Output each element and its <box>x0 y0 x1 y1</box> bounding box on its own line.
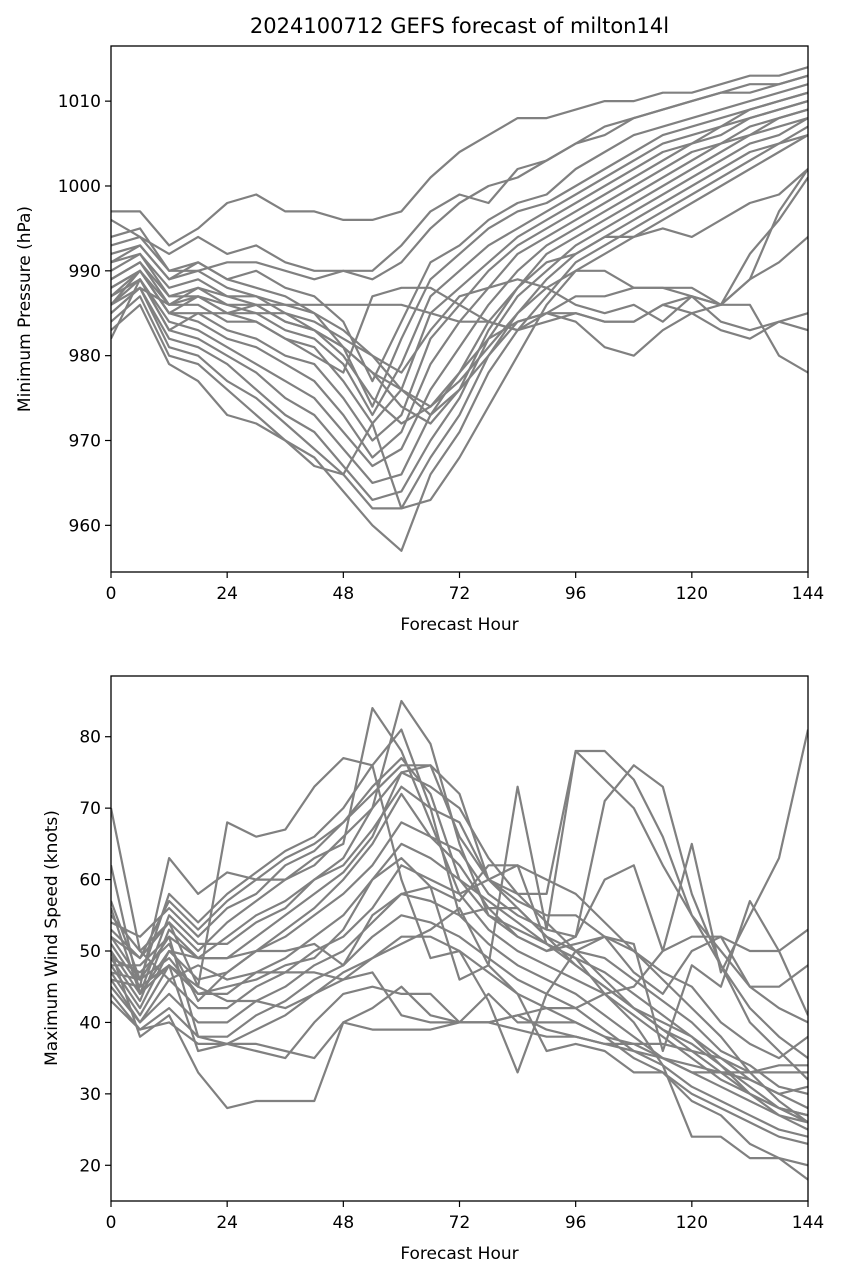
pressure-plot-area <box>111 66 808 552</box>
pressure-member-line-4 <box>111 83 808 383</box>
pressure-member-line-3 <box>111 74 808 281</box>
wind-member-line-22 <box>111 856 808 1181</box>
y-tick-label: 990 <box>69 262 101 282</box>
pressure-member-line-10 <box>111 108 808 468</box>
y-tick-label: 960 <box>69 516 101 536</box>
wind-member-line-19 <box>111 935 808 1096</box>
wind-y-ticks: 20 30 40 50 60 70 80 <box>79 728 111 1176</box>
x-tick-label: 48 <box>333 1213 355 1233</box>
wind-y-axis-label: Maximum Wind Speed (knots) <box>42 810 62 1066</box>
y-tick-label: 40 <box>79 1013 101 1033</box>
x-tick-label: 72 <box>449 584 471 604</box>
y-tick-label: 980 <box>69 347 101 367</box>
x-tick-label: 120 <box>676 584 708 604</box>
pressure-member-line-22 <box>111 168 808 417</box>
pressure-chart: 2024100712 GEFS forecast of milton14l 0 2… <box>15 14 824 635</box>
x-tick-label: 96 <box>565 584 587 604</box>
y-tick-label: 30 <box>79 1085 101 1105</box>
wind-member-line-23 <box>111 906 808 1167</box>
wind-member-line-12 <box>111 764 808 1059</box>
y-tick-label: 50 <box>79 942 101 962</box>
y-tick-label: 970 <box>69 432 101 452</box>
x-tick-label: 0 <box>106 584 117 604</box>
x-tick-label: 144 <box>792 584 824 604</box>
wind-axes-frame <box>110 675 809 1202</box>
wind-chart: 0 24 48 72 96 120 144 20 30 40 50 60 70 80 Forecast … <box>42 675 824 1264</box>
x-tick-label: 48 <box>333 584 355 604</box>
wind-member-line-13 <box>111 864 808 1117</box>
pressure-member-line-17 <box>111 286 808 374</box>
pressure-member-line-2 <box>111 74 808 272</box>
wind-member-line-20 <box>111 756 808 1074</box>
y-tick-label: 80 <box>79 728 101 748</box>
x-tick-label: 120 <box>676 1213 708 1233</box>
wind-x-ticks: 0 24 48 72 96 120 144 <box>106 1201 824 1233</box>
wind-plot-area <box>111 699 808 1181</box>
wind-member-line-15 <box>111 914 808 1138</box>
x-tick-label: 96 <box>565 1213 587 1233</box>
x-tick-label: 144 <box>792 1213 824 1233</box>
pressure-x-ticks: 0 24 48 72 96 120 144 <box>106 572 824 604</box>
y-tick-label: 1000 <box>58 177 101 197</box>
x-tick-label: 24 <box>216 584 238 604</box>
wind-member-line-9 <box>111 699 808 1117</box>
pressure-member-line-13 <box>111 125 808 510</box>
x-tick-label: 72 <box>449 1213 471 1233</box>
pressure-member-line-14 <box>111 134 808 552</box>
wind-member-line-3 <box>111 785 808 1060</box>
y-tick-label: 60 <box>79 871 101 891</box>
pressure-x-axis-label: Forecast Hour <box>400 615 518 635</box>
y-tick-label: 1010 <box>58 92 101 112</box>
x-tick-label: 0 <box>106 1213 117 1233</box>
y-tick-label: 20 <box>79 1156 101 1176</box>
wind-member-line-21 <box>111 729 808 1003</box>
wind-x-axis-label: Forecast Hour <box>400 1244 518 1264</box>
pressure-y-ticks: 960 970 980 990 1000 1010 <box>58 92 111 536</box>
pressure-y-axis-label: Minimum Pressure (hPa) <box>15 206 35 412</box>
pressure-member-line-1 <box>111 66 808 247</box>
x-tick-label: 24 <box>216 1213 238 1233</box>
wind-member-line-4 <box>111 771 808 1095</box>
pressure-member-line-21 <box>111 176 808 408</box>
y-tick-label: 70 <box>79 799 101 819</box>
pressure-member-line-12 <box>111 117 808 501</box>
chart-title: 2024100712 GEFS forecast of milton14l <box>250 14 669 38</box>
pressure-member-line-15 <box>111 134 808 510</box>
